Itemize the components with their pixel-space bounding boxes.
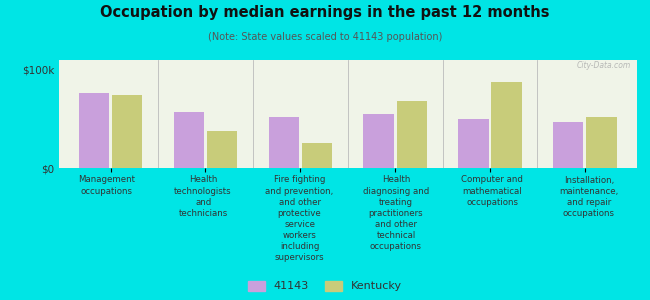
Bar [553, 122, 584, 168]
Bar [268, 117, 299, 168]
Bar [302, 143, 332, 168]
Bar [396, 101, 427, 168]
Legend: 41143, Kentucky: 41143, Kentucky [248, 281, 402, 291]
Text: City-Data.com: City-Data.com [577, 61, 631, 70]
Text: Installation,
maintenance,
and repair
occupations: Installation, maintenance, and repair oc… [559, 176, 618, 218]
Bar [79, 93, 109, 168]
Bar [207, 131, 237, 168]
Bar [491, 82, 522, 168]
Text: Fire fighting
and prevention,
and other
protective
service
workers
including
sup: Fire fighting and prevention, and other … [265, 176, 333, 262]
Bar [458, 119, 489, 168]
Text: Management
occupations: Management occupations [78, 176, 135, 196]
Text: Health
diagnosing and
treating
practitioners
and other
technical
occupations: Health diagnosing and treating practitio… [363, 176, 429, 251]
Bar [174, 112, 204, 168]
Text: Health
technologists
and
technicians: Health technologists and technicians [174, 176, 232, 218]
Bar [586, 117, 617, 168]
Bar [363, 114, 394, 168]
Text: Occupation by median earnings in the past 12 months: Occupation by median earnings in the pas… [100, 4, 550, 20]
Bar [112, 95, 142, 168]
Text: (Note: State values scaled to 41143 population): (Note: State values scaled to 41143 popu… [208, 32, 442, 41]
Text: Computer and
mathematical
occupations: Computer and mathematical occupations [462, 176, 523, 207]
